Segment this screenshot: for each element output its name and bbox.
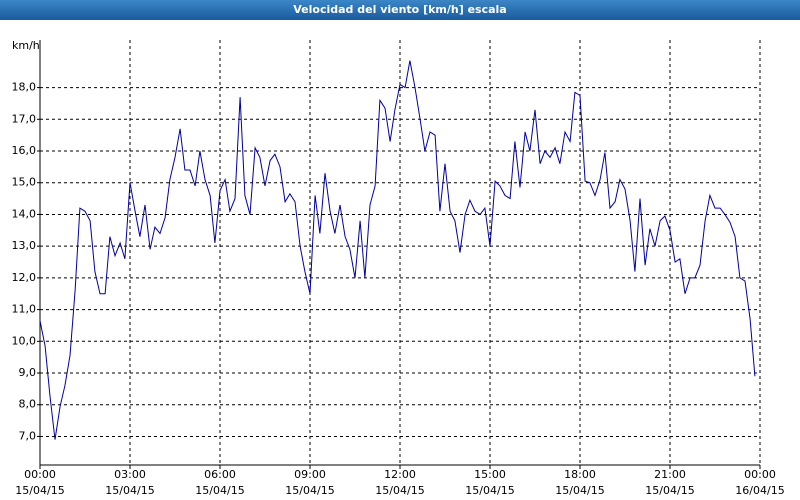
y-tick-label: 17,0 — [12, 112, 37, 125]
x-tick-label: 09:00 — [294, 468, 326, 481]
x-tick-date: 15/04/15 — [15, 484, 64, 497]
y-tick-label: 8,0 — [19, 398, 37, 411]
x-tick-date: 15/04/15 — [195, 484, 244, 497]
y-tick-label: 10,0 — [12, 334, 37, 347]
chart-title: Velocidad del viento [km/h] escala — [293, 3, 506, 16]
x-tick-date: 16/04/15 — [735, 484, 784, 497]
x-tick-date: 15/04/15 — [555, 484, 604, 497]
x-tick-label: 21:00 — [654, 468, 686, 481]
y-tick-label: 18,0 — [12, 81, 37, 94]
y-tick-label: 16,0 — [12, 144, 37, 157]
y-tick-label: 11,0 — [12, 303, 37, 316]
x-tick-label: 18:00 — [564, 468, 596, 481]
y-tick-label: 14,0 — [12, 207, 37, 220]
x-tick-label: 03:00 — [114, 468, 146, 481]
x-tick-label: 12:00 — [384, 468, 416, 481]
y-unit: km/h — [12, 39, 40, 52]
y-tick-label: 7,0 — [19, 429, 37, 442]
x-tick-label: 00:00 — [744, 468, 776, 481]
x-tick-label: 00:00 — [24, 468, 56, 481]
y-tick-label: 13,0 — [12, 239, 37, 252]
data-line — [39, 60, 756, 440]
x-tick-label: 06:00 — [204, 468, 236, 481]
title-bar — [0, 0, 800, 20]
y-tick-label: 9,0 — [19, 366, 37, 379]
y-tick-label: 15,0 — [12, 176, 37, 189]
x-tick-date: 15/04/15 — [105, 484, 154, 497]
x-tick-date: 15/04/15 — [375, 484, 424, 497]
x-tick-date: 15/04/15 — [645, 484, 694, 497]
x-tick-date: 15/04/15 — [285, 484, 334, 497]
x-tick-date: 15/04/15 — [465, 484, 514, 497]
x-tick-label: 15:00 — [474, 468, 506, 481]
y-tick-label: 12,0 — [12, 271, 37, 284]
